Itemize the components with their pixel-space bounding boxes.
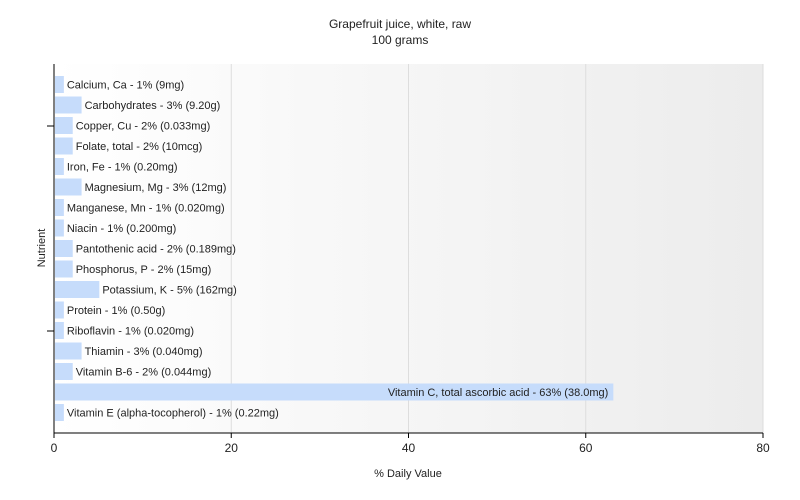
bar-label: Protein - 1% (0.50g): [67, 305, 165, 317]
gridlines: [230, 64, 764, 433]
bar: [55, 383, 614, 401]
bar: [55, 363, 73, 380]
bar-label: Vitamin E (alpha-tocopherol) - 1% (0.22m…: [67, 408, 279, 420]
bar-label: Calcium, Ca - 1% (9mg): [67, 80, 184, 92]
bar: [55, 219, 64, 237]
bar-labels: Calcium, Ca - 1% (9mg) Carbohydrates - 3%…: [67, 80, 608, 420]
bar: [55, 117, 73, 134]
bar: [55, 178, 82, 196]
x-tick-label: 40: [402, 441, 416, 455]
bar: [55, 404, 64, 421]
bar-label: Vitamin C, total ascorbic acid - 63% (38…: [388, 387, 609, 399]
bar: [55, 281, 100, 298]
x-tick-label: 0: [51, 441, 58, 455]
bar-label: Carbohydrates - 3% (9.20g): [85, 100, 221, 112]
bar-label: Vitamin B-6 - 2% (0.044mg): [76, 367, 212, 379]
bar-label: Riboflavin - 1% (0.020mg): [67, 326, 194, 338]
bar: [55, 240, 73, 257]
bar: [55, 260, 73, 278]
bar-label: Pantothenic acid - 2% (0.189mg): [76, 244, 236, 256]
bar: [55, 137, 73, 155]
x-tick-label: 20: [225, 441, 239, 455]
bar-label: Iron, Fe - 1% (0.20mg): [67, 162, 178, 174]
y-axis-title: Nutrient: [36, 229, 48, 268]
bar: [55, 96, 82, 114]
bar-label: Phosphorus, P - 2% (15mg): [76, 264, 212, 276]
bar: [55, 199, 64, 216]
x-tick-label: 80: [756, 441, 770, 455]
bar-label: Manganese, Mn - 1% (0.020mg): [67, 203, 225, 215]
bar: [55, 76, 64, 93]
bar-label: Potassium, K - 5% (162mg): [102, 285, 237, 297]
bar: [55, 158, 64, 175]
bar: [55, 342, 82, 360]
x-axis-title: % Daily Value: [374, 468, 442, 480]
x-tick-label: 60: [579, 441, 593, 455]
bar-label: Magnesium, Mg - 3% (12mg): [85, 182, 227, 194]
chart-title: Grapefruit juice, white, raw: [329, 17, 471, 31]
bar: [55, 301, 64, 319]
bar: [55, 322, 64, 339]
bar-label: Folate, total - 2% (10mcg): [76, 141, 203, 153]
chart-subtitle: 100 grams: [372, 33, 429, 47]
bars: [55, 76, 614, 421]
bar-label: Niacin - 1% (0.200mg): [67, 223, 176, 235]
bar-label: Thiamin - 3% (0.040mg): [85, 346, 203, 358]
bar-label: Copper, Cu - 2% (0.033mg): [76, 121, 211, 133]
x-axis-ticks: 0 20 40 60 80: [51, 433, 770, 455]
